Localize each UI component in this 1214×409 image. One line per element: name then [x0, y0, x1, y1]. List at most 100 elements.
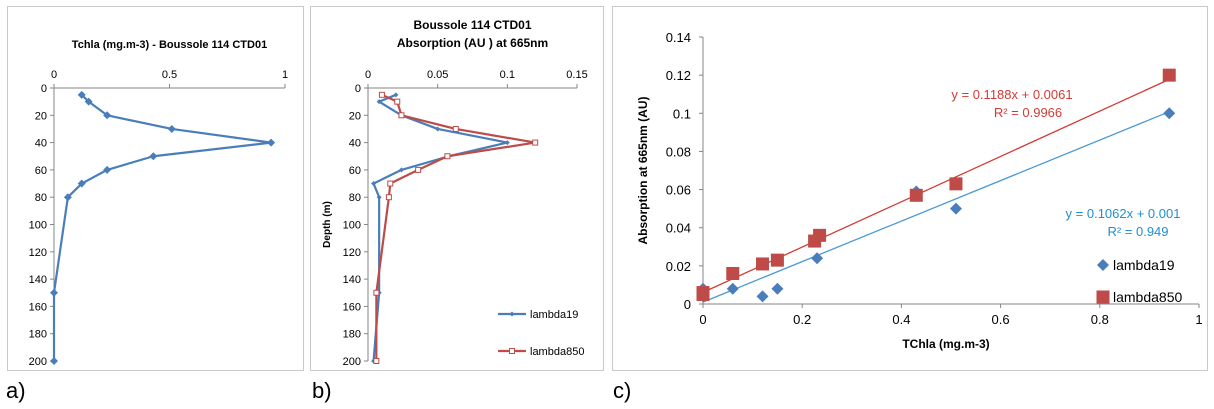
trendline-equation: y = 0.1188x + 0.0061 — [951, 87, 1072, 102]
y-tick-label: 0.08 — [666, 144, 691, 159]
data-point — [77, 90, 86, 99]
data-point — [696, 287, 710, 301]
y-tick-label: 20 — [35, 110, 47, 122]
panel-label-a: a) — [6, 378, 26, 403]
legend-label: lambda19 — [530, 309, 578, 321]
chart-a-svg: Tchla (mg.m-3) - Boussole 114 CTD01 0 0.5 1… — [29, 39, 288, 368]
data-point — [77, 179, 86, 188]
data-point — [398, 167, 404, 173]
y-tick-label: 100 — [29, 220, 47, 232]
data-point — [267, 138, 276, 147]
data-point — [949, 177, 963, 191]
data-point — [373, 289, 380, 296]
series-line-0 — [52, 94, 273, 361]
data-point — [149, 152, 158, 161]
data-point — [770, 253, 784, 267]
y-tick-label: 0.02 — [666, 259, 691, 274]
trendline-r2: R² = 0.9966 — [994, 105, 1062, 120]
data-point — [726, 266, 740, 280]
series-line-1 — [375, 93, 537, 361]
y-tick-label: 180 — [29, 329, 47, 341]
y-tick-label: 40 — [349, 138, 361, 150]
data-point — [371, 181, 377, 187]
y-axis-title: Depth (m) — [322, 201, 333, 248]
chart-c-svg: 0 0.2 0.4 0.6 0.8 1 0 0.02 0.04 0.06 0.08 0.1 0.12 0.… — [636, 30, 1203, 351]
trendline-r2: R² = 0.949 — [1107, 224, 1168, 239]
y-tick-label: 0 — [41, 83, 47, 95]
x-tick-label: 0 — [699, 312, 706, 327]
x-tick-label: 0.8 — [1091, 312, 1109, 327]
y-tick-label: 0.04 — [666, 221, 691, 236]
y-tick-label: 0.14 — [666, 30, 691, 45]
data-point — [394, 98, 401, 105]
y-tick-label: 120 — [29, 247, 47, 259]
data-point — [378, 91, 385, 98]
chart-title: Boussole 114 CTD01 — [413, 18, 531, 32]
y-tick-label: 80 — [35, 192, 47, 204]
data-point — [84, 97, 93, 106]
y-tick-label: 20 — [349, 110, 361, 122]
data-point — [811, 252, 824, 265]
y-tick-label: 200 — [343, 356, 361, 368]
y-tick-label: 0.1 — [673, 106, 691, 121]
y-tick-label: 80 — [349, 192, 361, 204]
data-point — [50, 357, 58, 365]
x-tick-label: 0.2 — [793, 312, 811, 327]
chart-title: Tchla (mg.m-3) - Boussole 114 CTD01 — [72, 39, 267, 51]
data-point — [376, 99, 382, 105]
y-tick-label: 60 — [349, 165, 361, 177]
x-axis-title: TChla (mg.m-3) — [902, 337, 989, 351]
y-tick-label: 180 — [343, 329, 361, 341]
x-tick-label: 0.15 — [566, 69, 587, 81]
y-axis-title: Absorption at 665nm (AU) — [636, 96, 650, 244]
data-point — [415, 166, 422, 173]
data-point — [949, 202, 962, 215]
legend-label: lambda19 — [1113, 257, 1175, 273]
data-point — [398, 112, 405, 119]
x-tick-label: 0.05 — [427, 69, 448, 81]
data-point — [1162, 68, 1176, 82]
y-tick-label: 200 — [29, 356, 47, 368]
x-tick-label: 0.5 — [162, 69, 177, 81]
panel-label-c: c) — [613, 378, 632, 403]
x-tick-label: 0.1 — [500, 69, 515, 81]
trendline-0 — [702, 111, 1170, 303]
y-tick-label: 100 — [343, 220, 361, 232]
data-point — [373, 358, 380, 364]
data-point — [103, 165, 112, 174]
data-point — [756, 257, 770, 271]
y-tick-label: 0 — [355, 83, 361, 95]
y-tick-label: 60 — [35, 165, 47, 177]
legend-label: lambda850 — [1113, 289, 1182, 305]
x-tick-label: 0 — [51, 69, 57, 81]
x-tick-label: 0 — [365, 69, 371, 81]
data-point — [1163, 107, 1176, 120]
trendline-equation: y = 0.1062x + 0.001 — [1066, 206, 1181, 221]
data-point — [167, 124, 176, 133]
y-tick-label: 40 — [35, 138, 47, 150]
chart-panel-c: 0 0.2 0.4 0.6 0.8 1 0 0.02 0.04 0.06 0.08 0.1 0.12 0.… — [612, 6, 1208, 371]
y-tick-label: 120 — [343, 247, 361, 259]
y-tick-label: 0.06 — [666, 183, 691, 198]
y-tick-label: 160 — [343, 301, 361, 313]
y-tick-label: 140 — [343, 274, 361, 286]
chart-subtitle: Absorption (AU ) at 665nm — [397, 36, 548, 50]
panel-label-b: b) — [312, 378, 332, 403]
data-point — [756, 290, 769, 303]
data-point — [532, 139, 539, 146]
x-tick-label: 1 — [1195, 312, 1202, 327]
data-point — [393, 92, 399, 98]
data-point — [376, 194, 382, 200]
data-point — [909, 188, 923, 202]
data-point — [813, 228, 827, 242]
data-point — [385, 194, 392, 201]
data-point — [504, 140, 510, 146]
data-point — [63, 193, 72, 202]
legend-marker — [509, 348, 515, 354]
y-tick-label: 160 — [29, 301, 47, 313]
x-tick-label: 0.6 — [992, 312, 1010, 327]
legend-marker — [1097, 259, 1109, 271]
legend-marker — [1096, 290, 1110, 304]
legend-marker — [509, 311, 515, 317]
x-tick-label: 0.4 — [892, 312, 910, 327]
